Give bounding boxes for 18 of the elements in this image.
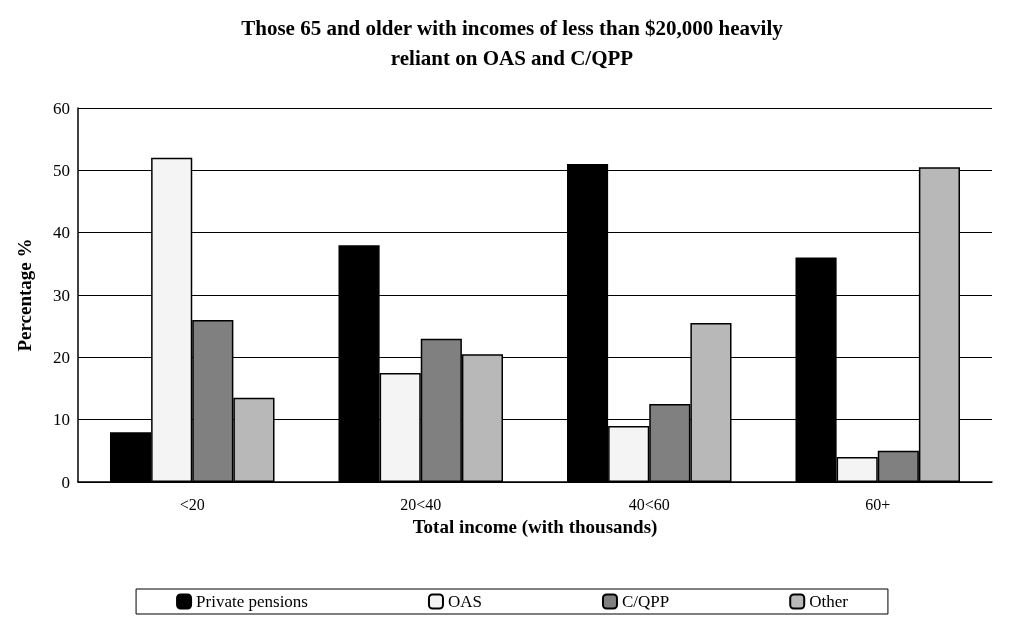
legend-label: OAS — [447, 592, 482, 611]
legend-label: C/QPP — [621, 592, 670, 611]
x-tick-label: 60+ — [865, 495, 891, 513]
y-tick-label: 30 — [53, 285, 70, 305]
x-tick-label: 40<60 — [628, 495, 670, 513]
y-tick-label: 10 — [53, 410, 70, 430]
x-tick-label: <20 — [179, 495, 205, 513]
y-tick-label: 60 — [53, 98, 70, 118]
y-tick-label: 50 — [53, 160, 70, 180]
y-tick-label: 20 — [53, 347, 70, 367]
chart-title: Those 65 and older with incomes of less than $20,000 heavily reliant on OAS and C/QPP — [241, 16, 784, 70]
x-axis-title: Total income (with thousands) — [412, 515, 658, 538]
legend-label: Other — [809, 592, 849, 611]
y-tick-label: 0 — [61, 472, 70, 492]
legend-label: Private pensions — [196, 592, 308, 611]
y-tick-label: 40 — [53, 223, 70, 243]
y-axis-title: Percentage % — [14, 238, 35, 352]
x-tick-label: 20<40 — [400, 495, 442, 513]
